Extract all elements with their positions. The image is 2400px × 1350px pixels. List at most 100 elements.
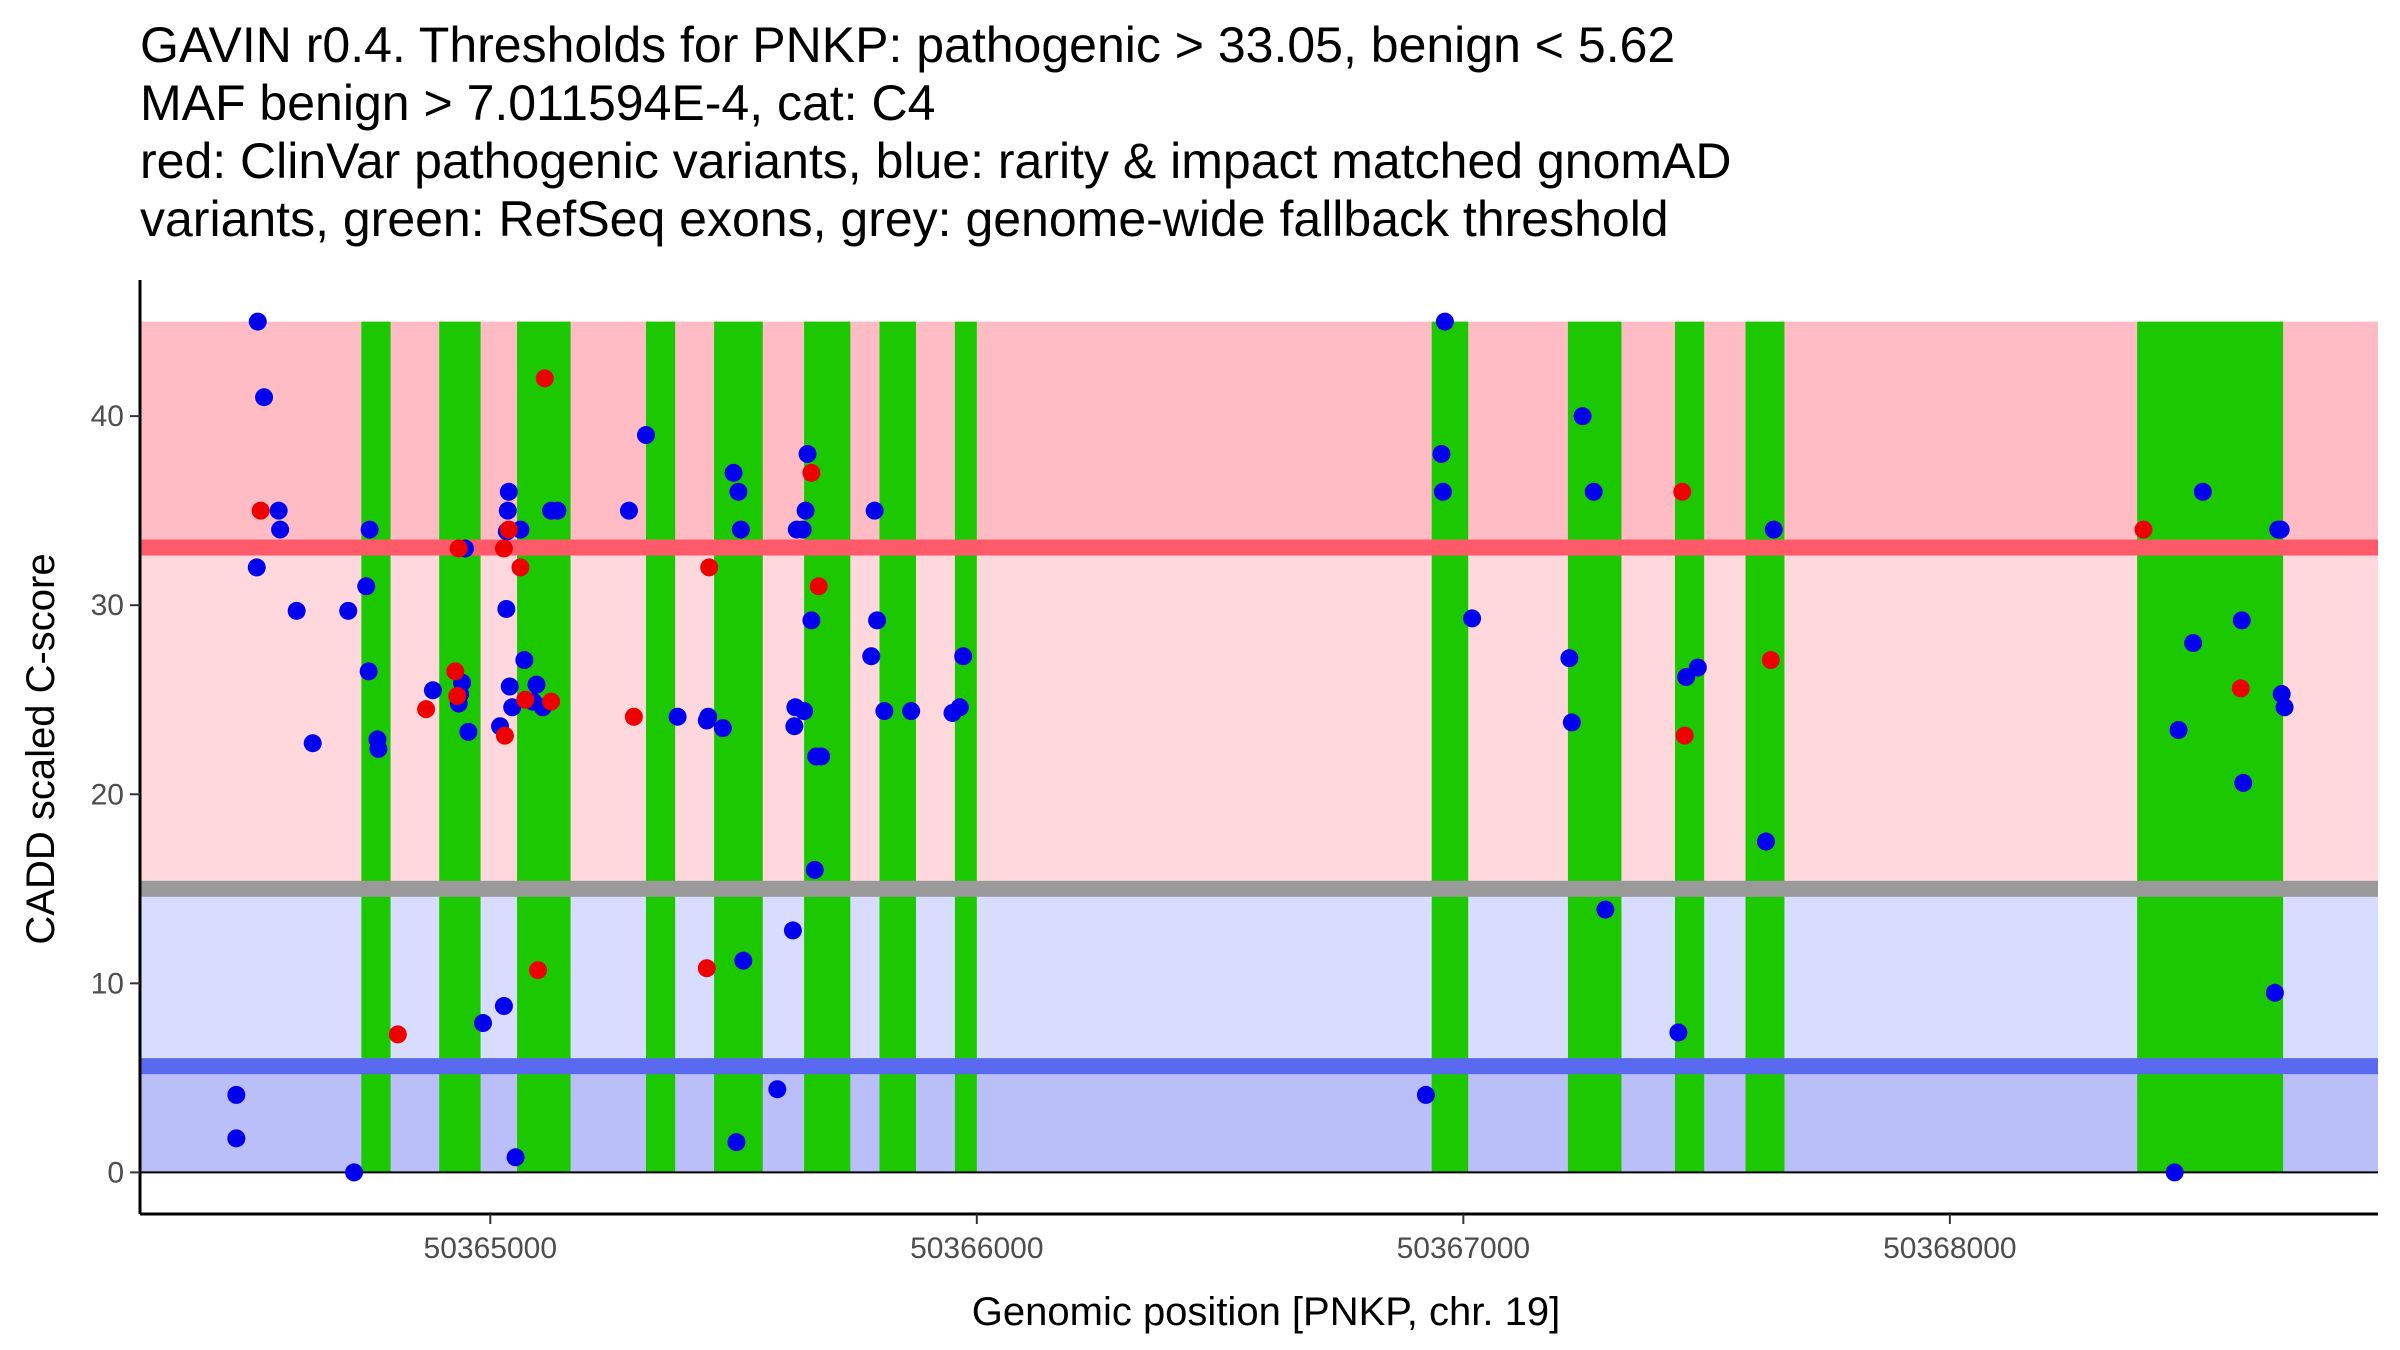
clinvar-point xyxy=(511,558,530,577)
fallback-threshold-line xyxy=(140,880,2378,897)
gnomad-point xyxy=(1562,713,1581,732)
exon-bar xyxy=(517,321,571,1173)
gnomad-point xyxy=(2232,611,2251,630)
gnomad-point xyxy=(473,1014,492,1033)
gnomad-point xyxy=(802,611,821,630)
gnomad-point xyxy=(902,702,921,721)
gnomad-point xyxy=(636,426,655,445)
gnomad-point xyxy=(497,599,516,618)
clinvar-point xyxy=(1675,726,1694,745)
exon-bar xyxy=(645,321,676,1173)
clinvar-point xyxy=(499,520,518,539)
gnomad-point xyxy=(255,388,274,407)
gnomad-point xyxy=(713,719,732,738)
gnomad-point xyxy=(731,520,750,539)
variant-points xyxy=(227,312,2294,1182)
gnomad-point xyxy=(506,1148,525,1167)
gnomad-point xyxy=(2169,720,2188,739)
gnomad-point xyxy=(287,601,306,620)
clinvar-point xyxy=(2134,520,2153,539)
gnomad-point xyxy=(875,702,894,721)
x-tick-label: 50368000 xyxy=(1883,1232,2016,1265)
gnomad-point xyxy=(527,675,546,694)
y-tick-label: 20 xyxy=(91,778,124,811)
y-tick-label: 30 xyxy=(91,589,124,622)
gnomad-point xyxy=(271,520,290,539)
gnomad-point xyxy=(783,921,802,940)
gnomad-point xyxy=(868,611,887,630)
exon-bar xyxy=(954,321,977,1173)
gnomad-point xyxy=(345,1163,364,1182)
clinvar-point xyxy=(624,707,643,726)
exon-bar xyxy=(1567,321,1622,1173)
gnomad-point xyxy=(699,707,718,726)
pathogenic-threshold-line xyxy=(140,539,2378,556)
gnomad-point xyxy=(1688,658,1707,677)
gnomad-point xyxy=(954,647,973,666)
clinvar-point xyxy=(1673,482,1692,501)
gnomad-point xyxy=(768,1080,787,1099)
gnomad-point xyxy=(1433,482,1452,501)
gnomad-point xyxy=(360,520,379,539)
gnomad-point xyxy=(795,702,814,721)
gnomad-point xyxy=(950,698,969,717)
clinvar-point xyxy=(697,959,716,978)
gnomad-point xyxy=(1669,1023,1688,1042)
exon-bar xyxy=(1745,321,1785,1173)
title-line-2: MAF benign > 7.011594E-4, cat: C4 xyxy=(140,75,936,131)
gnomad-point xyxy=(1432,444,1451,463)
clinvar-point xyxy=(446,662,465,681)
gnomad-point xyxy=(2271,520,2290,539)
y-tick-label: 10 xyxy=(91,967,124,1000)
gnomad-point xyxy=(1596,900,1615,919)
chart-title: GAVIN r0.4. Thresholds for PNKP: pathoge… xyxy=(140,16,1731,248)
gnomad-point xyxy=(1416,1085,1435,1104)
benign-threshold-line xyxy=(140,1058,2378,1075)
gnomad-point xyxy=(1573,407,1592,426)
gnomad-point xyxy=(227,1129,246,1148)
gnomad-point xyxy=(724,463,743,482)
x-tick-label: 50367000 xyxy=(1397,1232,1530,1265)
exon-bar xyxy=(714,321,763,1173)
gnomad-point xyxy=(548,501,567,520)
gnomad-point xyxy=(2193,482,2212,501)
exon-bar xyxy=(2137,321,2284,1173)
gnomad-point xyxy=(862,647,881,666)
gnomad-point xyxy=(729,482,748,501)
gnomad-point xyxy=(2265,983,2284,1002)
gnomad-point xyxy=(793,520,812,539)
gnomad-point xyxy=(734,951,753,970)
gnomad-point xyxy=(500,677,519,696)
title-line-3: red: ClinVar pathogenic variants, blue: … xyxy=(140,133,1732,189)
clinvar-point xyxy=(449,539,468,558)
clinvar-point xyxy=(495,726,514,745)
exon-bar xyxy=(439,321,481,1173)
gnomad-point xyxy=(1584,482,1603,501)
clinvar-point xyxy=(494,539,513,558)
gnomad-point xyxy=(1764,520,1783,539)
gnomad-point xyxy=(619,501,638,520)
x-axis-title: Genomic position [PNKP, chr. 19] xyxy=(972,1290,1560,1334)
gnomad-point xyxy=(2165,1163,2184,1182)
gnomad-point xyxy=(785,717,804,736)
gnomad-point xyxy=(798,444,817,463)
gnomad-point xyxy=(2275,698,2294,717)
threshold-lines xyxy=(140,539,2378,1174)
clinvar-point xyxy=(528,961,547,980)
clinvar-point xyxy=(417,700,436,719)
gnomad-point xyxy=(1756,832,1775,851)
clinvar-point xyxy=(251,501,270,520)
y-tick-label: 40 xyxy=(91,400,124,433)
gnomad-point xyxy=(727,1133,746,1152)
gnomad-point xyxy=(459,722,478,741)
gnomad-point xyxy=(805,860,824,879)
gnomad-point xyxy=(499,482,518,501)
gnomad-point xyxy=(515,651,534,670)
gnomad-point xyxy=(227,1085,246,1104)
gnomad-point xyxy=(423,681,442,700)
exon-bar xyxy=(804,321,851,1173)
clinvar-point xyxy=(809,577,828,596)
y-axis-title: CADD scaled C-score xyxy=(19,553,63,944)
gnomad-point xyxy=(2234,773,2253,792)
gnomad-point xyxy=(1463,609,1482,628)
